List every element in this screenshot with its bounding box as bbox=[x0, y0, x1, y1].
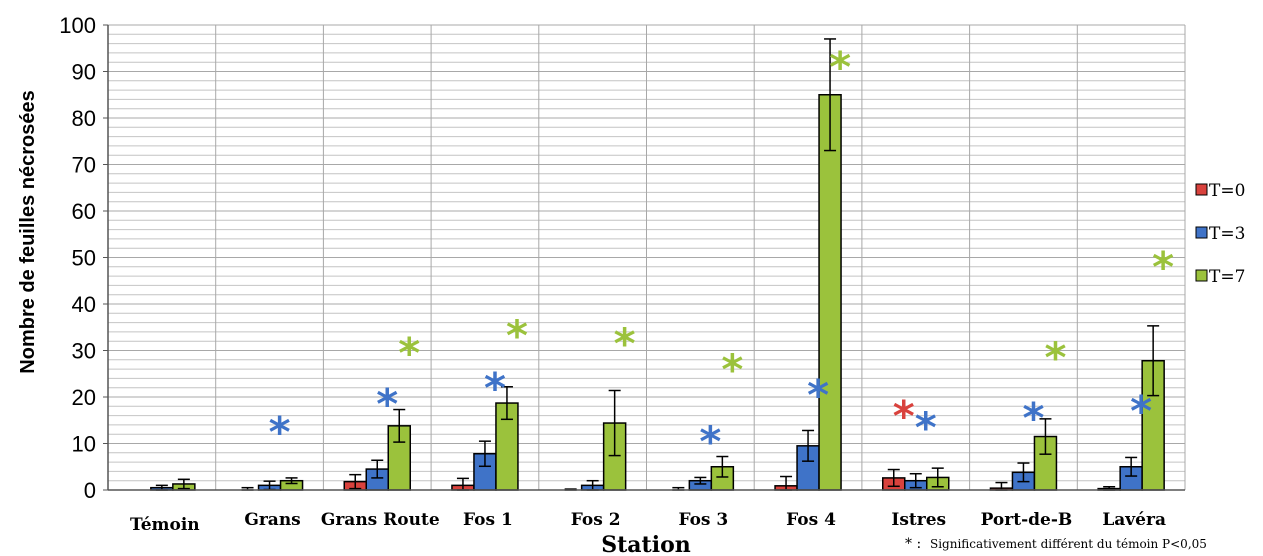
significance-star: * bbox=[699, 417, 721, 466]
bar bbox=[818, 94, 842, 491]
y-tick-label: 10 bbox=[72, 432, 96, 457]
significance-star: * bbox=[1152, 242, 1174, 291]
y-tick-label: 50 bbox=[72, 246, 96, 271]
significance-star: * bbox=[614, 319, 636, 368]
significance-star: * bbox=[829, 43, 851, 92]
y-tick-label: 0 bbox=[84, 478, 96, 503]
significance-markers: ***** ****** * **** bbox=[269, 43, 1175, 466]
significance-star: * bbox=[893, 391, 915, 440]
significance-star: * bbox=[721, 345, 743, 394]
significance-star: * bbox=[269, 408, 291, 457]
significance-star: * bbox=[1130, 387, 1152, 436]
x-tick-label: Grans Route bbox=[321, 510, 440, 530]
x-tick-label: Fos 4 bbox=[786, 510, 836, 530]
y-tick-label: 30 bbox=[72, 339, 96, 364]
significance-star: * bbox=[915, 403, 937, 452]
y-tick-label: 70 bbox=[72, 153, 96, 178]
y-tick-labels: 0 10 20 30 40 50 60 70 80 90 100 bbox=[59, 13, 108, 503]
footnote-symbol: * : bbox=[905, 536, 921, 552]
y-tick-label: 80 bbox=[72, 106, 96, 131]
significance-star: * bbox=[376, 380, 398, 429]
y-tick-label: 60 bbox=[72, 199, 96, 224]
y-tick-label: 20 bbox=[72, 385, 96, 410]
y-axis-label: Nombre de feuilles nécrosées bbox=[17, 90, 39, 373]
significance-star: * bbox=[1022, 394, 1044, 443]
y-tick-label: 40 bbox=[72, 292, 96, 317]
error-bars bbox=[155, 38, 1160, 491]
significance-star: * bbox=[807, 370, 829, 419]
legend-swatch bbox=[1195, 183, 1208, 196]
x-tick-label: Fos 2 bbox=[571, 510, 621, 530]
significance-star: * bbox=[506, 311, 528, 360]
legend-label: T=0 bbox=[1209, 181, 1245, 201]
x-tick-label: Fos 3 bbox=[678, 510, 728, 530]
x-tick-label: Port-de-B bbox=[981, 510, 1073, 530]
legend-label: T=7 bbox=[1209, 267, 1245, 287]
y-tick-label: 100 bbox=[59, 13, 96, 38]
x-axis-label: Station bbox=[601, 532, 691, 556]
x-tick-label: Fos 1 bbox=[463, 510, 513, 530]
footnote-text: Significativement différent du témoin P<… bbox=[930, 537, 1207, 551]
x-tick-label: Grans bbox=[244, 510, 300, 530]
significance-star: * bbox=[398, 329, 420, 378]
legend-swatch bbox=[1195, 226, 1208, 239]
y-tick-label: 90 bbox=[72, 60, 96, 85]
bars bbox=[150, 94, 1165, 491]
x-tick-label: Istres bbox=[891, 510, 946, 530]
legend-label: T=3 bbox=[1209, 224, 1245, 244]
x-tick-label: Lavéra bbox=[1102, 510, 1166, 530]
x-tick-label: Témoin bbox=[130, 515, 200, 535]
significance-star: * bbox=[1044, 333, 1066, 382]
x-tick-labels: Témoin Grans Grans Route Fos 1 Fos 2 Fos 3 Fos… bbox=[130, 510, 1166, 535]
legend-swatch bbox=[1195, 269, 1208, 282]
footnote: * : Significativement différent du témoi… bbox=[905, 536, 1207, 552]
legend: T=0 T=3 T=7 bbox=[1195, 181, 1245, 287]
group-dividers bbox=[215, 25, 1078, 490]
significance-star: * bbox=[484, 363, 506, 412]
